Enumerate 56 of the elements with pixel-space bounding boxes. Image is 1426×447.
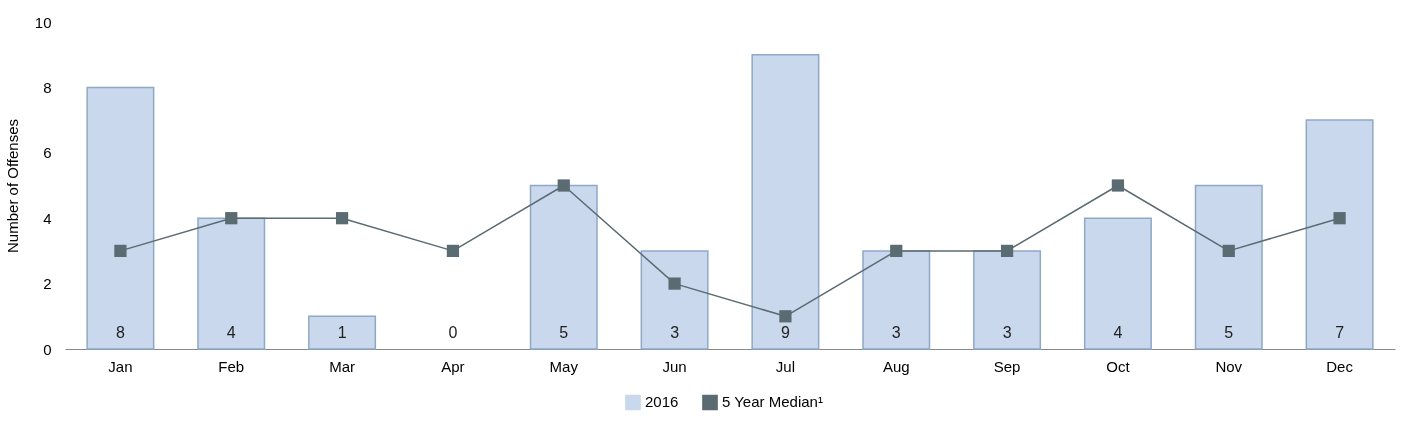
data-label: 5 xyxy=(1224,324,1234,341)
point xyxy=(890,244,903,258)
y-tick-label: 6 xyxy=(43,144,52,162)
x-tick-label: Feb xyxy=(218,357,245,375)
point xyxy=(1000,244,1014,258)
x-tick-label: Mar xyxy=(329,357,356,375)
bar xyxy=(1083,217,1152,350)
x-tick-label: Jul xyxy=(775,357,796,375)
bar xyxy=(751,53,820,350)
point xyxy=(1111,179,1125,192)
legend-label: 5 Year Median¹ xyxy=(722,393,823,411)
x-tick-label: Oct xyxy=(1106,357,1131,375)
bar xyxy=(1194,184,1263,350)
x-tick-label: Jun xyxy=(662,357,687,375)
bar xyxy=(197,217,266,350)
x-tick-label: Aug xyxy=(882,357,910,375)
data-label: 8 xyxy=(115,324,125,341)
point xyxy=(225,212,238,225)
bar xyxy=(973,250,1042,350)
y-tick-label: 0 xyxy=(43,340,52,358)
data-label: 4 xyxy=(1113,324,1123,341)
bar xyxy=(86,86,155,350)
point xyxy=(779,310,792,323)
data-label: 3 xyxy=(891,324,901,341)
data-label: 1 xyxy=(337,324,347,341)
x-tick-label: May xyxy=(549,357,579,375)
x-tick-label: Jan xyxy=(108,357,133,375)
data-label: 7 xyxy=(1335,324,1345,341)
y-axis-title: Number of Offenses xyxy=(3,119,21,253)
data-label: 5 xyxy=(559,324,569,341)
point xyxy=(557,179,570,192)
data-label: 9 xyxy=(780,324,790,341)
x-tick-label: Nov xyxy=(1215,357,1243,375)
data-label: 0 xyxy=(448,324,458,341)
point xyxy=(668,277,681,290)
bar xyxy=(640,250,709,350)
x-tick-label: Sep xyxy=(993,357,1021,375)
point xyxy=(114,244,127,258)
y-tick-label: 10 xyxy=(34,13,52,31)
point xyxy=(1333,212,1346,225)
legend-label: 2016 xyxy=(645,393,679,411)
data-label: 3 xyxy=(670,324,680,341)
bar xyxy=(308,315,377,350)
point xyxy=(1222,244,1235,258)
bar xyxy=(529,184,598,350)
bar xyxy=(1305,119,1374,350)
point xyxy=(446,244,460,258)
y-tick-label: 4 xyxy=(43,209,52,227)
data-label: 4 xyxy=(226,324,236,341)
y-tick-label: 8 xyxy=(43,78,52,96)
x-tick-label: Dec xyxy=(1326,357,1354,375)
y-tick-label: 2 xyxy=(43,275,52,293)
data-label: 3 xyxy=(1002,324,1012,341)
x-tick-label: Apr xyxy=(441,357,465,375)
point xyxy=(335,212,349,225)
bar xyxy=(862,250,931,350)
